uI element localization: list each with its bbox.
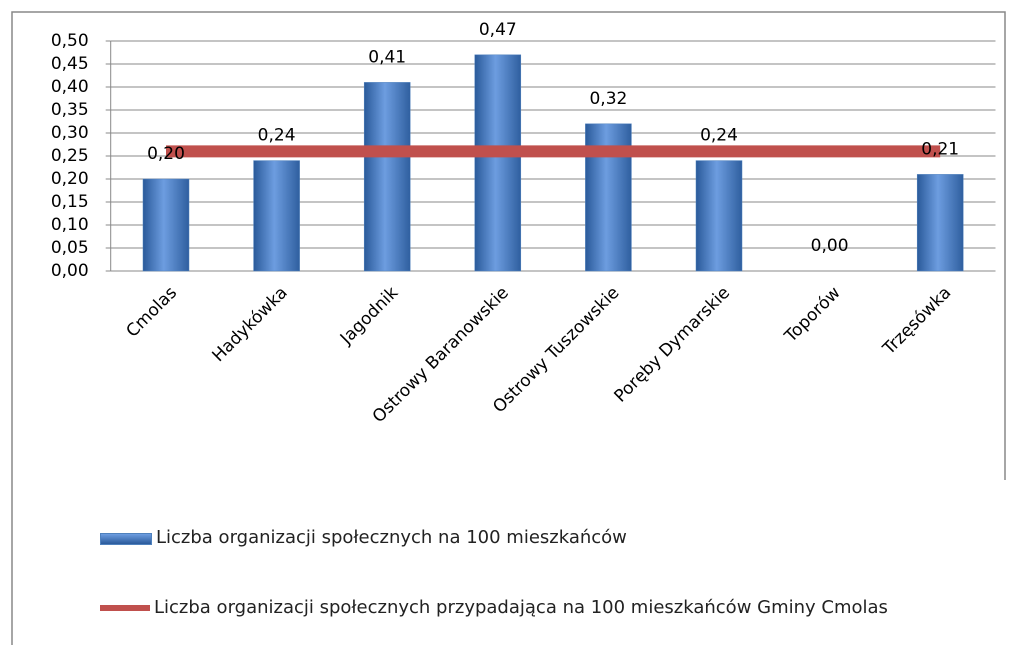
legend-item: Liczba organizacji społecznych przypadaj… xyxy=(100,592,954,624)
bar xyxy=(142,178,190,272)
y-tick-label: 0,10 xyxy=(51,215,89,235)
y-tick-label: 0,20 xyxy=(51,169,89,189)
y-tick-label: 0,15 xyxy=(51,192,89,212)
x-tick-label: Toporów xyxy=(780,283,844,347)
data-label: 0,24 xyxy=(258,126,296,146)
legend-label: Liczba organizacji społecznych przypadaj… xyxy=(154,597,888,618)
y-tick-label: 0,45 xyxy=(51,54,89,74)
y-tick-label: 0,05 xyxy=(51,238,89,258)
y-tick-label: 0,40 xyxy=(51,77,89,97)
legend-swatch xyxy=(100,605,150,611)
x-tick-label: Cmolas xyxy=(122,283,181,342)
bar xyxy=(253,160,300,272)
bar xyxy=(363,82,411,272)
bar xyxy=(916,174,964,272)
data-label: 0,47 xyxy=(479,20,517,40)
data-label: 0,32 xyxy=(589,89,627,109)
x-tick-label: Hadykówka xyxy=(209,283,292,366)
legend-swatch xyxy=(100,533,152,545)
data-label: 0,20 xyxy=(147,144,185,164)
y-tick-label: 0,25 xyxy=(51,146,89,166)
data-label: 0,00 xyxy=(811,236,849,256)
bar xyxy=(695,160,743,272)
x-tick-label: Jagodnik xyxy=(336,283,402,349)
bar xyxy=(474,54,522,272)
chart-frame xyxy=(11,11,1006,645)
x-tick-label: Poręby Dymarskie xyxy=(610,283,734,407)
data-label: 0,24 xyxy=(700,126,738,146)
legend-label: Liczba organizacji społecznych na 100 mi… xyxy=(156,527,627,548)
data-label: 0,21 xyxy=(921,139,959,159)
legend-item: Liczba organizacji społecznych na 100 mi… xyxy=(100,522,956,554)
y-tick-label: 0,00 xyxy=(51,261,89,281)
x-tick-label: Ostrowy Tuszowskie xyxy=(489,283,623,417)
x-tick-label: Trzęsówka xyxy=(879,283,956,360)
y-tick-label: 0,35 xyxy=(51,100,89,120)
y-tick-label: 0,50 xyxy=(51,31,89,51)
y-tick-label: 0,30 xyxy=(51,123,89,143)
data-label: 0,41 xyxy=(368,47,406,67)
